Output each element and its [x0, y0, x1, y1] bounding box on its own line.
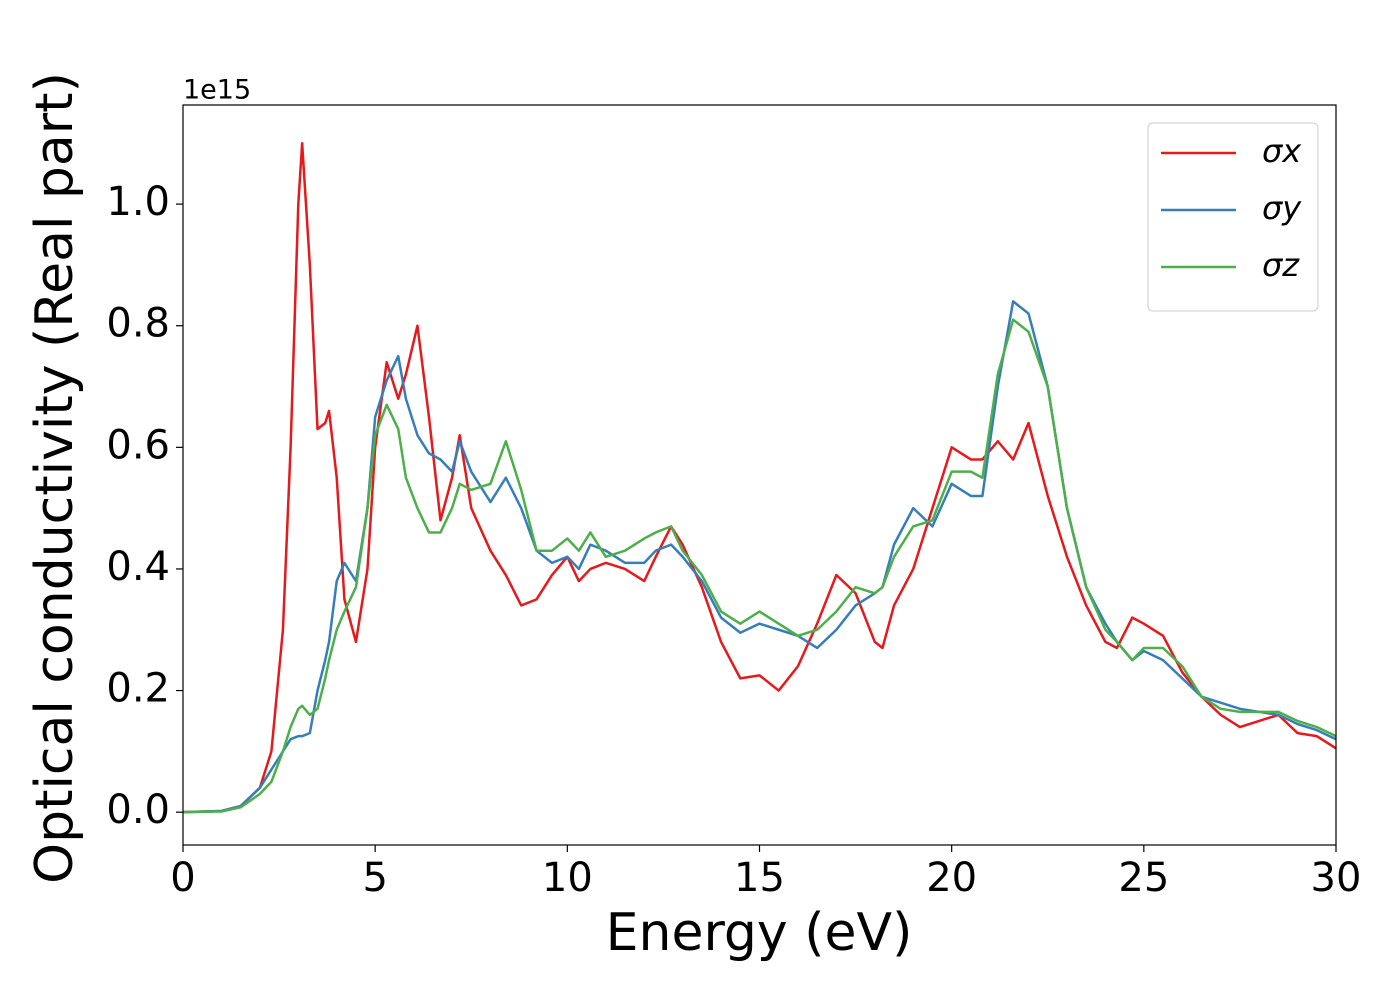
series-line [182, 142, 1337, 814]
y-tick-label: 1.0 [106, 179, 170, 225]
x-tick-label: 25 [1118, 855, 1169, 901]
x-tick-label: 20 [926, 855, 977, 901]
y-tick-label: 0.6 [106, 422, 170, 468]
legend-label: σx [1262, 132, 1302, 170]
y-tick-label: 0.0 [106, 787, 170, 833]
x-axis-label: Energy (eV) [606, 903, 913, 963]
x-tick-label: 15 [734, 855, 785, 901]
x-tick-label: 5 [362, 855, 387, 901]
legend-box [1147, 122, 1319, 312]
y-offset-label: 1e15 [183, 75, 251, 106]
x-tick-label: 10 [542, 855, 593, 901]
series-line [182, 318, 1337, 814]
x-tick-label: 30 [1311, 855, 1362, 901]
y-tick-label: 0.4 [106, 544, 170, 590]
y-axis-label: Optical conductivity (Real part) [25, 72, 85, 884]
legend-label: σz [1262, 246, 1300, 284]
x-tick-label: 0 [170, 855, 195, 901]
plot-frame [182, 104, 1337, 846]
legend-label: σy [1262, 189, 1302, 227]
y-tick-label: 0.8 [106, 301, 170, 347]
series-line [182, 300, 1337, 814]
y-tick-label: 0.2 [106, 666, 170, 712]
